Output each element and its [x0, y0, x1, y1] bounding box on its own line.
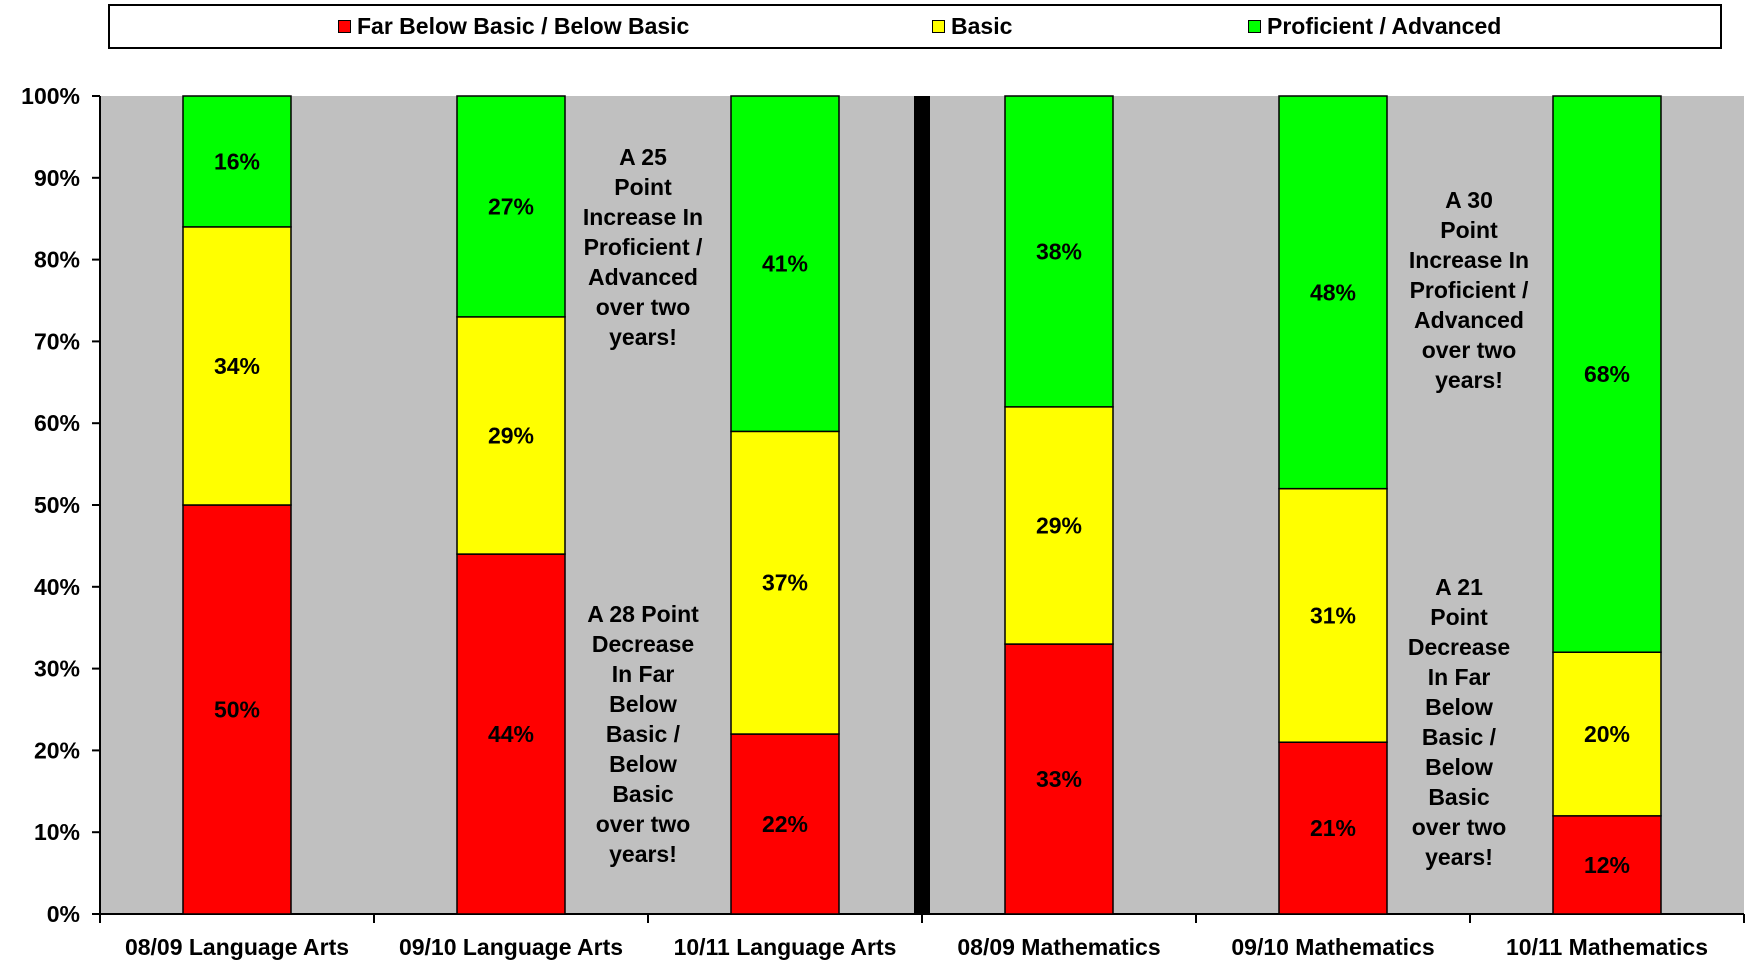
data-label-basic-2: 29%	[488, 422, 534, 448]
y-tick-label: 40%	[34, 574, 80, 600]
bar-proficient-advanced-5	[1278, 95, 1388, 490]
bar-basic-6	[1552, 651, 1662, 817]
x-tick-label: 08/09 Language Arts	[125, 934, 349, 960]
bar-far-below-basic-below-basic-6	[1552, 815, 1662, 915]
data-label-proficient-advanced-3: 41%	[762, 251, 808, 277]
bar-far-below-basic-below-basic-2	[456, 553, 566, 915]
y-tick-label: 80%	[34, 247, 80, 273]
group-divider	[914, 96, 930, 914]
y-tick-label: 90%	[34, 165, 80, 191]
y-tick-label: 60%	[34, 410, 80, 436]
legend-label: Far Below Basic / Below Basic	[357, 13, 690, 39]
legend-swatch-proficient-advanced	[1248, 20, 1261, 33]
data-label-proficient-advanced-1: 16%	[214, 148, 260, 174]
legend-swatch-far-below-basic-below-basic	[338, 20, 351, 33]
bar-proficient-advanced-1	[182, 95, 292, 228]
y-tick-label: 10%	[34, 819, 80, 845]
x-tick-label: 09/10 Language Arts	[399, 934, 623, 960]
y-tick-label: 20%	[34, 737, 80, 763]
bar-far-below-basic-below-basic-3	[730, 733, 840, 915]
legend-item-proficient-advanced: Proficient / Advanced	[1248, 6, 1501, 47]
bar-basic-5	[1278, 487, 1388, 743]
data-label-proficient-advanced-5: 48%	[1310, 279, 1356, 305]
data-label-far-below-basic-below-basic-4: 33%	[1036, 766, 1082, 792]
annotation-1: A 25 Point Increase In Proficient / Advanced…	[583, 144, 703, 350]
data-label-basic-6: 20%	[1584, 721, 1630, 747]
y-tick-label: 50%	[34, 492, 80, 518]
data-label-basic-5: 31%	[1310, 602, 1356, 628]
data-label-basic-4: 29%	[1036, 512, 1082, 538]
y-tick-label: 30%	[34, 656, 80, 682]
bar-proficient-advanced-4	[1004, 95, 1114, 408]
bar-far-below-basic-below-basic-5	[1278, 741, 1388, 915]
bar-basic-4	[1004, 406, 1114, 645]
data-label-far-below-basic-below-basic-5: 21%	[1310, 815, 1356, 841]
data-label-far-below-basic-below-basic-1: 50%	[214, 697, 260, 723]
legend-label: Proficient / Advanced	[1267, 13, 1502, 39]
bar-basic-1	[182, 226, 292, 506]
legend-label: Basic	[951, 13, 1013, 39]
data-label-proficient-advanced-6: 68%	[1584, 361, 1630, 387]
annotation-3: A 30 Point Increase In Proficient / Advanced…	[1409, 187, 1529, 393]
bar-basic-3	[730, 430, 840, 735]
y-tick-label: 70%	[34, 328, 80, 354]
bar-proficient-advanced-3	[730, 95, 840, 433]
bar-far-below-basic-below-basic-4	[1004, 643, 1114, 915]
bar-basic-2	[456, 316, 566, 555]
legend-swatch-basic	[932, 20, 945, 33]
x-tick-label: 10/11 Language Arts	[674, 934, 897, 960]
data-label-proficient-advanced-2: 27%	[488, 193, 534, 219]
data-label-basic-3: 37%	[762, 570, 808, 596]
annotation-4: A 21 Point Decrease In Far Below Basic / Below…	[1408, 574, 1510, 870]
data-label-far-below-basic-below-basic-3: 22%	[762, 811, 808, 837]
data-label-basic-1: 34%	[214, 353, 260, 379]
data-label-far-below-basic-below-basic-6: 12%	[1584, 852, 1630, 878]
chart-legend: Far Below Basic / Below Basic Basic Profic…	[108, 4, 1722, 49]
bar-proficient-advanced-6	[1552, 95, 1662, 653]
legend-item-far-below-basic-below-basic: Far Below Basic / Below Basic	[338, 6, 689, 47]
annotation-2: A 28 Point Decrease In Far Below Basic / Belo…	[587, 601, 699, 867]
x-tick-label: 10/11 Mathematics	[1506, 934, 1708, 960]
data-label-far-below-basic-below-basic-2: 44%	[488, 721, 534, 747]
y-tick-label: 100%	[21, 83, 80, 109]
y-tick-label: 0%	[47, 901, 80, 927]
bar-proficient-advanced-2	[456, 95, 566, 318]
legend-item-basic: Basic	[932, 6, 1012, 47]
x-tick-label: 09/10 Mathematics	[1231, 934, 1434, 960]
data-label-proficient-advanced-4: 38%	[1036, 238, 1082, 264]
x-tick-label: 08/09 Mathematics	[957, 934, 1160, 960]
bar-far-below-basic-below-basic-1	[182, 504, 292, 915]
